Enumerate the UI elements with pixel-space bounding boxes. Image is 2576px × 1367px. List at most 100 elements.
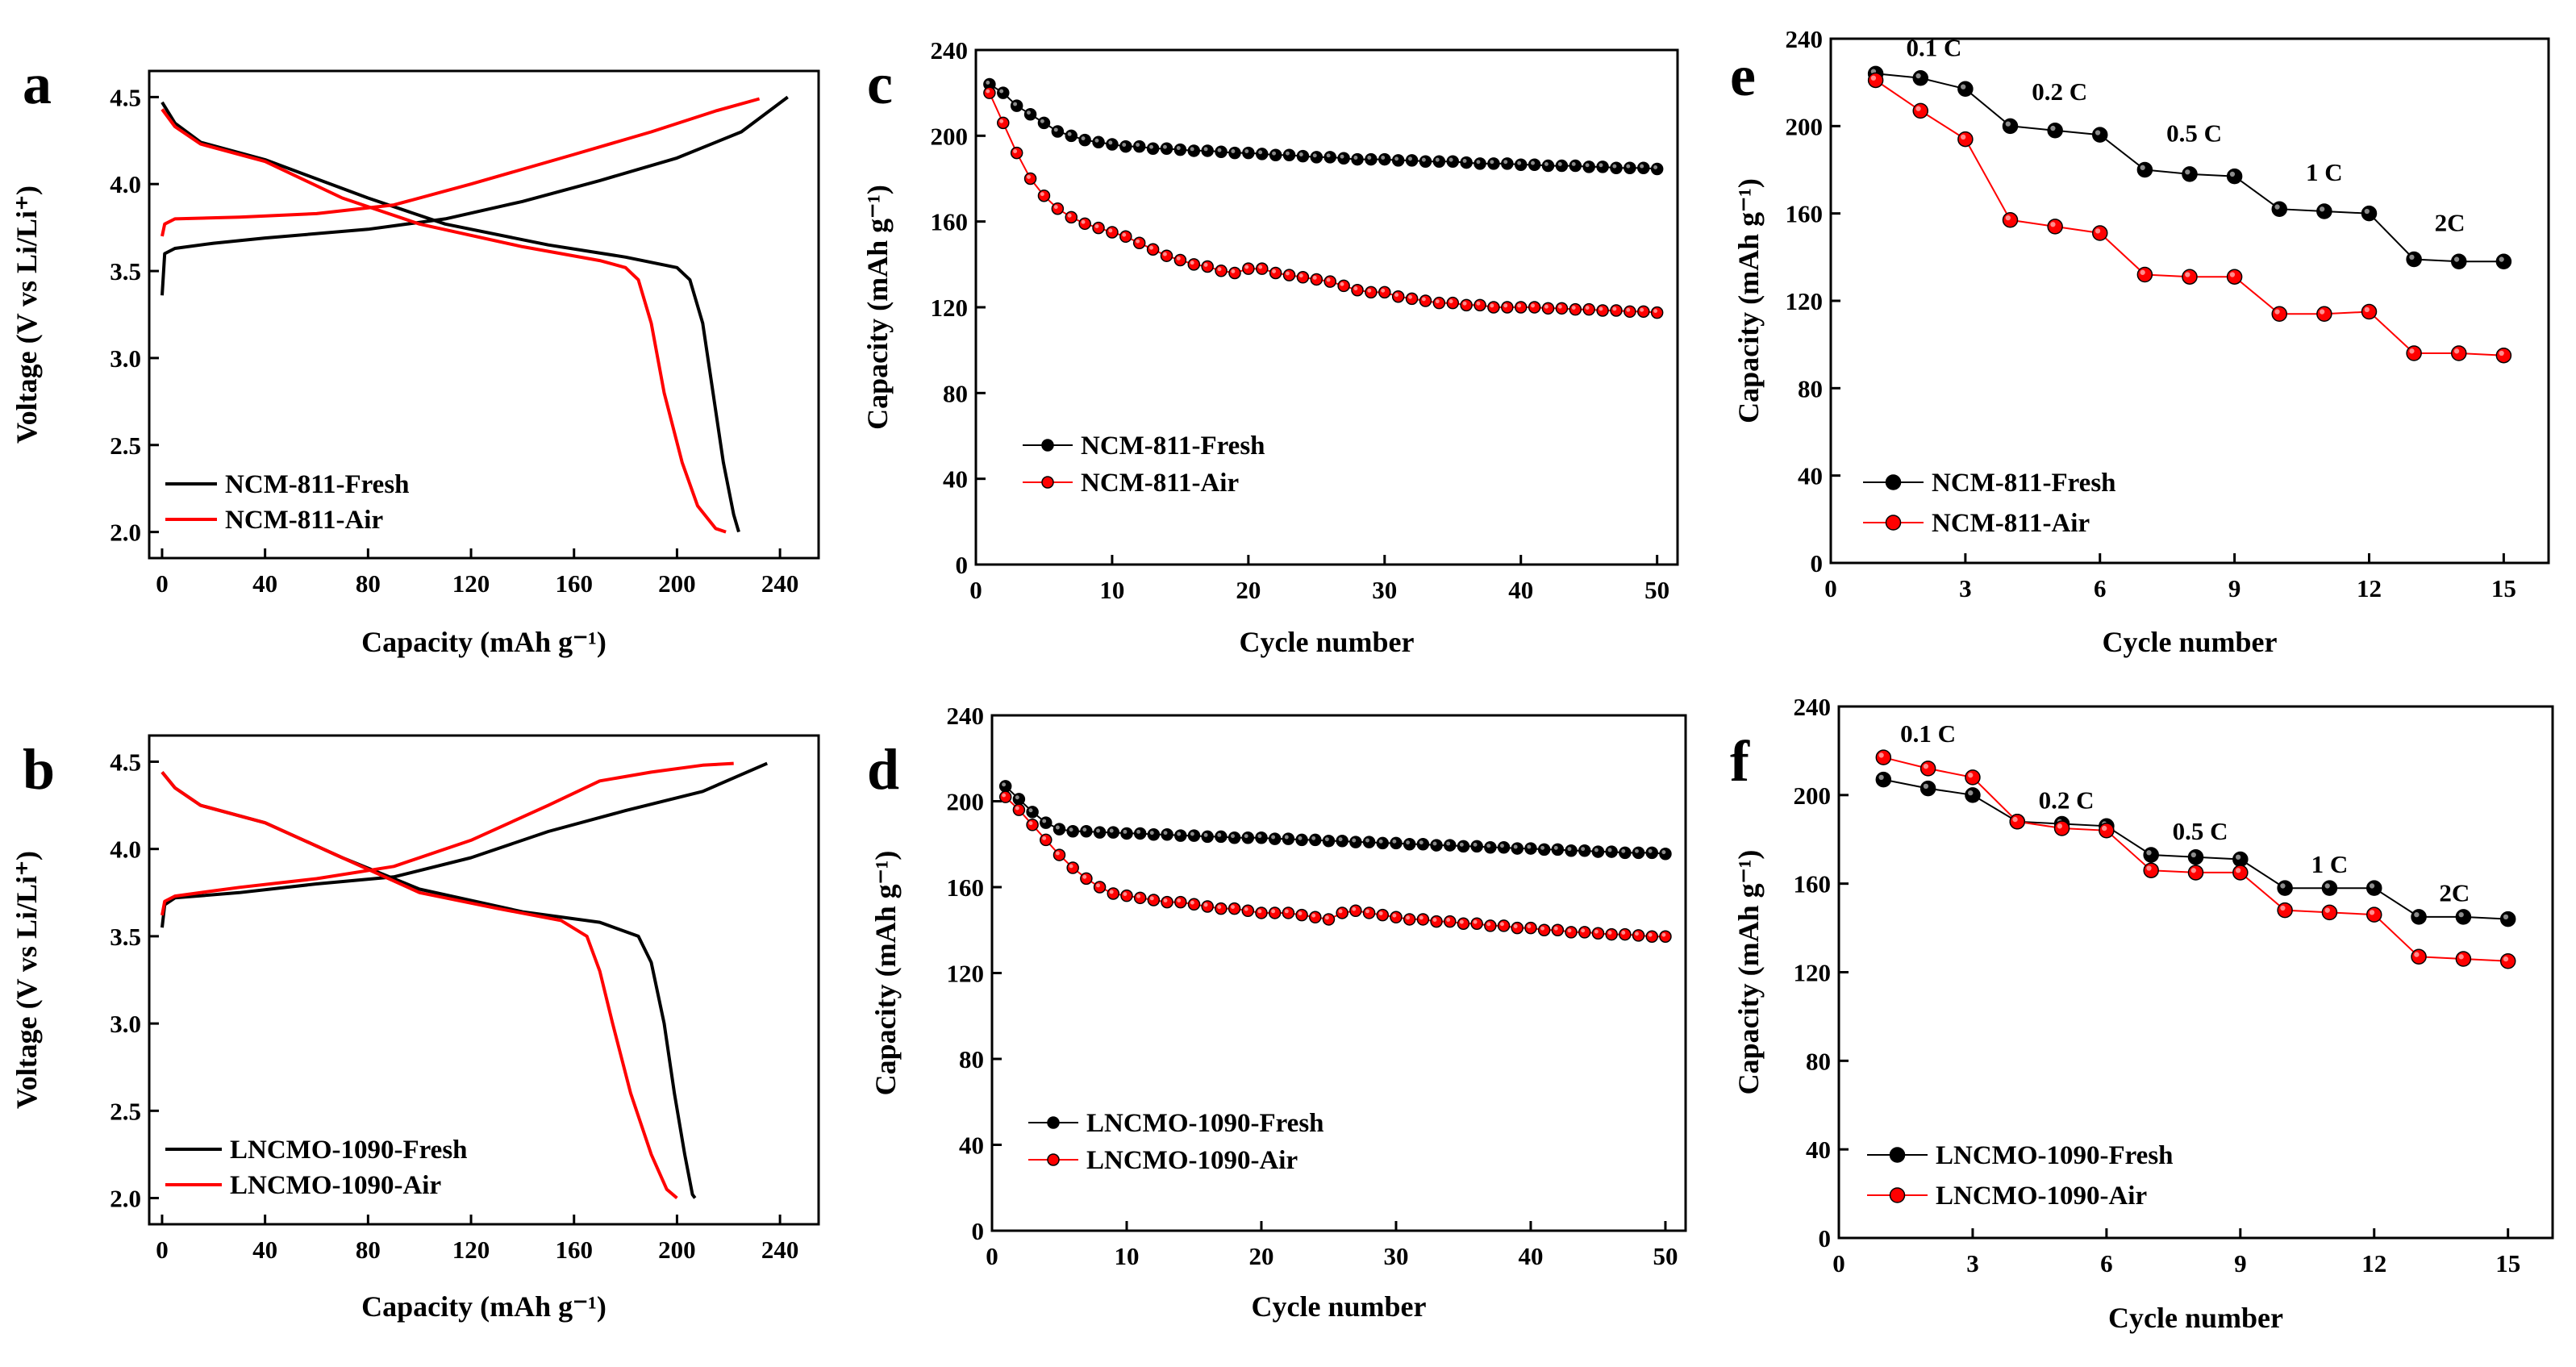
data-point — [1133, 891, 1147, 905]
data-point-highlight — [1272, 269, 1277, 273]
x-tick-label: 0 — [986, 1242, 998, 1270]
data-point — [1282, 832, 1295, 845]
y-tick-label: 160 — [1794, 870, 1832, 898]
data-point — [1362, 906, 1376, 919]
data-point-highlight — [1408, 294, 1412, 299]
data-point — [2047, 219, 2063, 235]
data-point — [1107, 887, 1120, 900]
data-point — [1201, 144, 1214, 157]
data-point — [1187, 258, 1201, 271]
data-point — [1256, 262, 1269, 275]
data-point — [1295, 908, 1308, 922]
data-point — [1537, 923, 1551, 936]
data-point — [2451, 345, 2467, 361]
panel-d: d 0 10 20 30 40 50 0 40 80 120 160 200 240 Cycle numbe… — [867, 702, 1687, 1323]
y-tick-label: 80 — [959, 1045, 984, 1073]
series-NCM-811-Fresh — [1867, 65, 2512, 269]
data-point-highlight — [1446, 841, 1451, 846]
data-point-highlight — [1284, 909, 1289, 914]
data-point-highlight — [1312, 153, 1317, 158]
data-point — [1473, 298, 1486, 312]
data-point-highlight — [1419, 915, 1423, 920]
data-point-highlight — [1190, 831, 1194, 836]
data-point — [1362, 836, 1376, 848]
data-point-highlight — [1567, 847, 1572, 852]
data-point-highlight — [2458, 954, 2464, 960]
data-point — [2053, 820, 2070, 836]
data-point-highlight — [1640, 164, 1644, 169]
data-point — [1255, 906, 1268, 919]
rate-annotation: 0.2 C — [2032, 77, 2087, 106]
data-point-highlight — [1136, 894, 1141, 898]
data-point — [1228, 902, 1241, 915]
y-tick-label: 3.0 — [110, 344, 141, 373]
data-point-highlight — [1285, 271, 1290, 276]
data-point — [2366, 906, 2382, 923]
data-point — [1555, 159, 1569, 173]
data-point — [1037, 116, 1051, 130]
data-point — [1470, 840, 1483, 853]
data-point — [1645, 930, 1659, 943]
data-point-highlight — [1607, 848, 1612, 852]
x-tick-label: 3 — [1966, 1249, 1979, 1277]
data-point — [1391, 290, 1405, 303]
y-tick-label: 80 — [1806, 1047, 1831, 1075]
data-point-highlight — [1231, 905, 1235, 909]
data-point — [1497, 840, 1511, 854]
data-point-highlight — [2364, 208, 2370, 215]
data-point — [2495, 253, 2512, 269]
x-tick-label: 12 — [2357, 574, 2382, 602]
data-point-highlight — [1284, 835, 1289, 840]
x-tick-label: 200 — [658, 569, 696, 598]
data-point — [1187, 829, 1201, 842]
x-tick-label: 15 — [2491, 574, 2516, 602]
data-point-highlight — [1599, 306, 1603, 311]
data-point-highlight — [1067, 213, 1072, 218]
data-point — [1119, 230, 1132, 244]
data-point — [1637, 161, 1650, 174]
series-line — [989, 83, 1657, 170]
data-point-highlight — [1599, 163, 1603, 168]
data-point — [2499, 953, 2516, 969]
data-point-highlight — [1557, 162, 1562, 166]
data-point-highlight — [1500, 922, 1504, 927]
data-point-highlight — [2320, 309, 2325, 315]
data-point-highlight — [1324, 837, 1329, 842]
data-point-highlight — [1392, 839, 1397, 844]
curve-discharge — [160, 771, 697, 1199]
data-point — [1012, 803, 1026, 816]
panel-b: b 0 40 80 120 160 200 240 2.0 2.5 3.0 3.5 4.0 4.5 Capa… — [10, 734, 820, 1323]
data-point-highlight — [1540, 845, 1545, 850]
data-point — [2092, 127, 2108, 143]
data-point — [1080, 825, 1093, 838]
data-point-highlight — [1446, 918, 1451, 922]
data-point-highlight — [1271, 909, 1276, 914]
data-point — [1012, 793, 1026, 806]
series-NCM-811-Air — [160, 97, 761, 534]
data-point — [1337, 152, 1350, 165]
data-point — [1867, 72, 1884, 89]
data-point — [1541, 159, 1555, 173]
plot-frame — [148, 69, 820, 560]
data-point-highlight — [1231, 834, 1235, 839]
data-point — [1256, 148, 1269, 160]
data-point-highlight — [2369, 910, 2375, 915]
data-point-highlight — [1094, 138, 1099, 143]
data-point — [1919, 761, 1936, 777]
data-point — [1591, 927, 1605, 940]
data-point — [1132, 236, 1146, 249]
data-point — [1269, 148, 1282, 162]
x-tick-label: 20 — [1236, 576, 1261, 604]
data-point — [1419, 294, 1432, 307]
data-point-highlight — [2280, 883, 2286, 889]
data-point-highlight — [1365, 909, 1369, 914]
data-point-highlight — [1244, 265, 1249, 269]
data-point — [998, 790, 1012, 803]
data-point-highlight — [1486, 844, 1491, 848]
data-point-highlight — [1435, 157, 1440, 162]
data-point — [1645, 846, 1659, 860]
data-point — [1460, 298, 1473, 312]
data-point-highlight — [1870, 75, 1877, 81]
data-point — [1632, 846, 1645, 860]
data-point-highlight — [1028, 821, 1033, 826]
